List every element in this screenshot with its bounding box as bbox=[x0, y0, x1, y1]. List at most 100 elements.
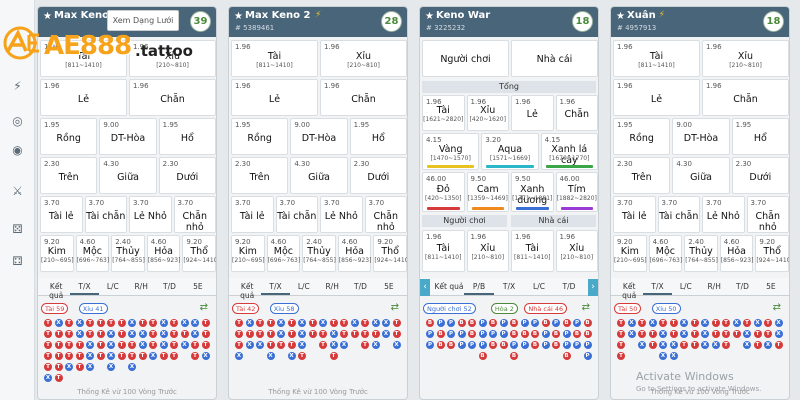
bet-cell[interactable]: 3.70 Tài chẵn bbox=[657, 196, 700, 233]
bolt-icon[interactable]: ⚡ bbox=[13, 79, 22, 93]
dice-icon-2[interactable]: ⚃ bbox=[12, 254, 23, 268]
tab-1[interactable]: T/X bbox=[643, 282, 672, 295]
bet-cell[interactable]: 1.96 Lẻ bbox=[231, 79, 318, 116]
bet-cell[interactable]: 1.96 Xỉu [210~810] bbox=[466, 230, 509, 272]
swap-view-icon[interactable]: ⇄ bbox=[199, 302, 208, 313]
bet-cell[interactable]: 2.40 Thủy [764~855] bbox=[111, 235, 145, 272]
tab-2[interactable]: L/C bbox=[297, 282, 310, 291]
bet-cell[interactable]: 1.95 Hổ bbox=[731, 118, 789, 155]
bet-cell[interactable]: 3.20 Aqua [1571~1669] bbox=[481, 133, 539, 170]
bet-cell[interactable]: 9.20 Kim [210~695] bbox=[613, 235, 647, 272]
tab-3[interactable]: R/H bbox=[134, 282, 148, 291]
bet-cell[interactable]: 1.96 Chẵn bbox=[129, 79, 216, 116]
swap-view-icon[interactable]: ⇄ bbox=[390, 302, 399, 313]
bet-cell[interactable]: 1.96 Xỉu [210~810] bbox=[702, 40, 789, 77]
bet-cell[interactable]: 2.30 Dưới bbox=[349, 157, 407, 194]
bet-cell[interactable]: 2.30 Trên bbox=[40, 157, 98, 194]
tab-3[interactable]: L/C bbox=[533, 282, 545, 291]
bet-cell[interactable]: 1.96 Xỉu [420~1620] bbox=[466, 95, 509, 131]
bet-cell[interactable]: 1.96 Tài [811~1410] bbox=[422, 230, 465, 272]
swap-view-icon[interactable]: ⇄ bbox=[772, 302, 781, 313]
tab-1[interactable]: T/X bbox=[261, 282, 290, 295]
tab-4[interactable]: T/D bbox=[163, 282, 176, 291]
tab-3[interactable]: R/H bbox=[707, 282, 721, 291]
bet-cell[interactable]: 2.30 Dưới bbox=[158, 157, 216, 194]
bet-cell[interactable]: 3.70 Tài lẻ bbox=[231, 196, 274, 233]
bet-cell[interactable]: 3.70 Chẵn nhỏ bbox=[173, 196, 216, 233]
bet-cell[interactable]: 2.40 Thủy [764~855] bbox=[302, 235, 336, 272]
bet-cell[interactable]: 9.00 DT-Hòa bbox=[672, 118, 730, 155]
tab-5[interactable]: 5E bbox=[193, 282, 203, 291]
bet-cell[interactable]: 9.20 Kim [210~695] bbox=[231, 235, 265, 272]
bet-cell[interactable]: 3.70 Chẵn nhỏ bbox=[746, 196, 789, 233]
crossed-swords-icon[interactable]: ⚔ bbox=[12, 184, 23, 198]
bet-cell[interactable]: 1.95 Rồng bbox=[231, 118, 289, 155]
tab-0[interactable]: Kết quả bbox=[49, 282, 64, 300]
bet-cell[interactable]: 1.96 Chẵn bbox=[702, 79, 789, 116]
bet-cell[interactable]: 9.20 Thổ [924~1410] bbox=[755, 235, 789, 272]
tab-0[interactable]: Kết quả bbox=[240, 282, 255, 300]
bet-cell[interactable]: 9.50 Cam [1359~1469] bbox=[466, 172, 509, 212]
bet-cell[interactable]: 3.70 Tài lẻ bbox=[40, 196, 83, 233]
bet-cell[interactable]: 1.95 Rồng bbox=[40, 118, 98, 155]
bet-cell[interactable]: 4.60 Mộc [696~763] bbox=[75, 235, 109, 272]
tab-1[interactable]: P/B bbox=[464, 282, 494, 295]
bet-cell[interactable]: 1.96 Lẻ bbox=[40, 79, 127, 116]
bet-cell[interactable]: 2.30 Trên bbox=[231, 157, 289, 194]
bet-cell[interactable]: 1.96 Tài [811~1410] bbox=[231, 40, 318, 77]
bet-cell[interactable]: 1.95 Hổ bbox=[349, 118, 407, 155]
bet-cell[interactable]: 4.30 Giữa bbox=[99, 157, 157, 194]
bet-cell[interactable]: 9.20 Thổ [924~1410] bbox=[182, 235, 216, 272]
coin-icon[interactable]: ◎ bbox=[12, 114, 23, 128]
bet-cell[interactable]: 1.96 Xỉu [210~810] bbox=[320, 40, 407, 77]
bet-cell[interactable]: 3.70 Tài chẵn bbox=[84, 196, 127, 233]
bet-cell[interactable]: 1.96 Chẵn bbox=[555, 95, 598, 131]
bet-cell[interactable]: Người chơi bbox=[422, 40, 509, 77]
bet-cell[interactable]: 1.95 Rồng bbox=[613, 118, 671, 155]
bet-cell[interactable]: 1.96 Tài [811~1410] bbox=[511, 230, 554, 272]
tab-4[interactable]: T/D bbox=[736, 282, 749, 291]
bet-cell[interactable]: 1.96 Xỉu [210~810] bbox=[555, 230, 598, 272]
bet-cell[interactable]: 4.30 Giữa bbox=[290, 157, 348, 194]
bet-cell[interactable]: 2.40 Thủy [764~855] bbox=[684, 235, 718, 272]
bet-cell[interactable]: 9.50 Xanh dương [1771~1881] bbox=[511, 172, 554, 212]
tab-0[interactable]: Kết quả bbox=[622, 282, 637, 300]
bet-cell[interactable]: 4.15 Xanh lá cây [1670~1770] bbox=[540, 133, 598, 170]
favorite-star-icon[interactable]: ★ bbox=[616, 11, 625, 22]
swap-view-icon[interactable]: ⇄ bbox=[581, 302, 590, 313]
tab-2[interactable]: T/X bbox=[502, 282, 516, 291]
bet-cell[interactable]: 1.96 Tài [811~1410] bbox=[613, 40, 700, 77]
tab-3[interactable]: R/H bbox=[325, 282, 339, 291]
coin-icon-2[interactable]: ◉ bbox=[12, 143, 23, 157]
tab-2[interactable]: L/C bbox=[679, 282, 692, 291]
favorite-star-icon[interactable]: ★ bbox=[43, 11, 52, 22]
bet-cell[interactable]: 46.00 Đỏ [420~1350] bbox=[422, 172, 465, 212]
tabs-next-arrow[interactable]: › bbox=[588, 279, 598, 296]
bet-cell[interactable]: 3.70 Tài lẻ bbox=[613, 196, 656, 233]
bet-cell[interactable]: 1.95 Hổ bbox=[158, 118, 216, 155]
favorite-star-icon[interactable]: ★ bbox=[425, 11, 434, 22]
tabs-prev-arrow[interactable]: ‹ bbox=[420, 279, 430, 296]
bet-cell[interactable]: 4.30 Giữa bbox=[672, 157, 730, 194]
bet-cell[interactable]: 9.20 Thổ [924~1410] bbox=[373, 235, 407, 272]
bet-cell[interactable]: 9.00 DT-Hòa bbox=[99, 118, 157, 155]
tab-0[interactable]: Kết quả bbox=[434, 282, 464, 291]
bet-cell[interactable]: 2.30 Trên bbox=[613, 157, 671, 194]
bet-cell[interactable]: 3.70 Chẵn nhỏ bbox=[364, 196, 407, 233]
bet-cell[interactable]: 3.70 Lẻ Nhỏ bbox=[320, 196, 363, 233]
bet-cell[interactable]: 4.60 Hỏa [856~923] bbox=[146, 235, 180, 272]
bet-cell[interactable]: 9.20 Kim [210~695] bbox=[40, 235, 74, 272]
bet-cell[interactable]: 1.96 Lẻ bbox=[613, 79, 700, 116]
dice-icon[interactable]: ⚄ bbox=[12, 222, 23, 236]
tab-1[interactable]: T/X bbox=[70, 282, 99, 295]
bet-cell[interactable]: 4.60 Hỏa [856~923] bbox=[719, 235, 753, 272]
bet-cell[interactable]: 1.96 Xỉu [210~810] bbox=[129, 40, 216, 77]
bet-cell[interactable]: 1.96 Tài [1621~2820] bbox=[422, 95, 465, 131]
bet-cell[interactable]: 1.96 Chẵn bbox=[320, 79, 407, 116]
bet-cell[interactable]: 4.15 Vàng [1470~1570] bbox=[422, 133, 480, 170]
tab-5[interactable]: 5E bbox=[766, 282, 776, 291]
tab-5[interactable]: 5E bbox=[384, 282, 394, 291]
bet-cell[interactable]: 3.70 Tài chẵn bbox=[275, 196, 318, 233]
tab-4[interactable]: T/D bbox=[562, 282, 576, 291]
bet-cell[interactable]: 46.00 Tím [1882~2820] bbox=[555, 172, 598, 212]
